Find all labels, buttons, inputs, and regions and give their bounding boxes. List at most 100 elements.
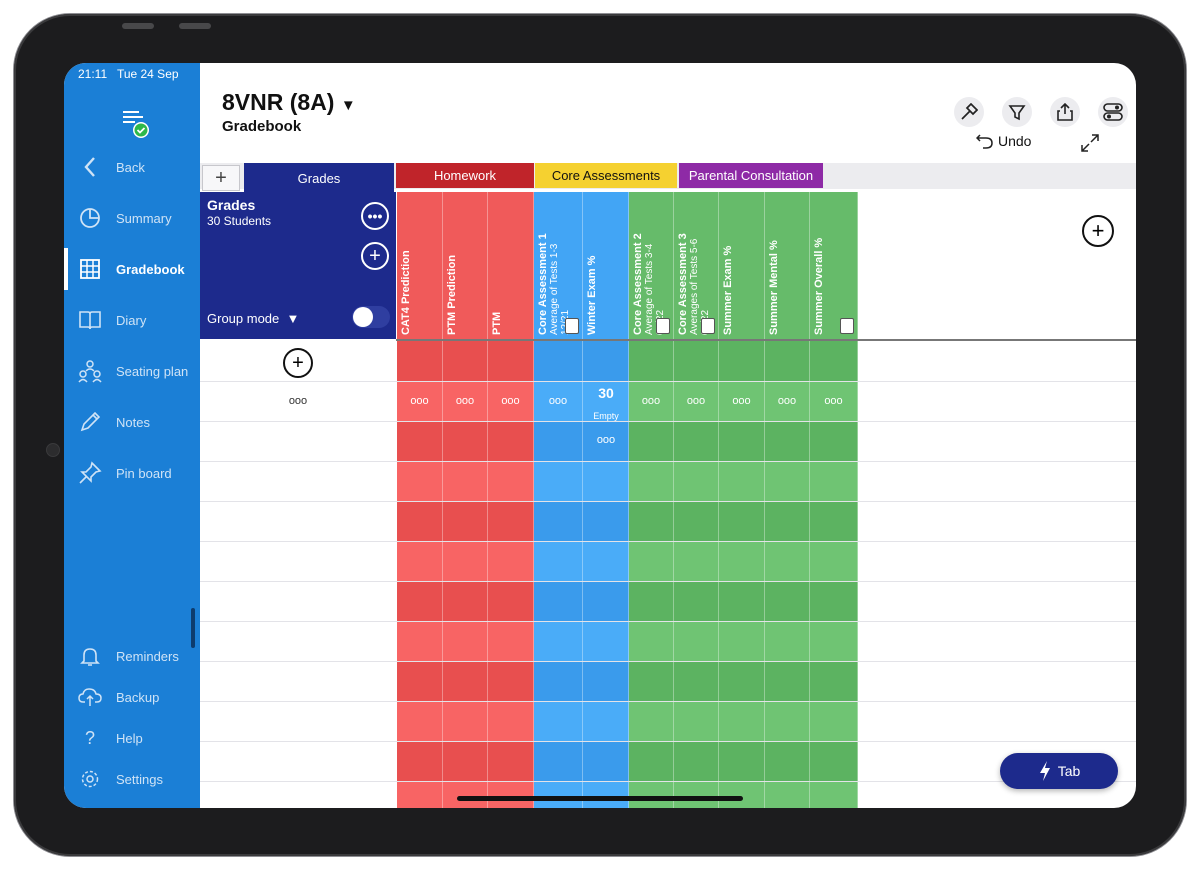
sidebar-item-help[interactable]: ? Help: [64, 719, 200, 757]
column-options-dots[interactable]: ooo: [501, 395, 520, 407]
sidebar-item-notes[interactable]: Notes: [64, 403, 200, 441]
column-options-dots[interactable]: ooo: [410, 395, 429, 407]
student-options-dots[interactable]: ooo: [288, 395, 308, 407]
gear-icon: [76, 765, 104, 793]
grade-column[interactable]: Winter Exam %: [583, 192, 629, 808]
grade-column[interactable]: Summer Exam %: [719, 192, 765, 808]
grade-column[interactable]: CAT4 Prediction: [397, 192, 443, 808]
sidebar-item-label: Help: [116, 730, 143, 746]
page-title: 8VNR (8A): [222, 89, 335, 115]
sidebar-item-pin-board[interactable]: Pin board: [64, 454, 200, 492]
sidebar-item-summary[interactable]: Summary: [64, 199, 200, 237]
tab-label: Core Assessments: [551, 168, 661, 183]
column-header[interactable]: Summer Overall %: [810, 192, 857, 339]
book-icon: [76, 306, 104, 334]
expand-button[interactable]: [1080, 133, 1100, 158]
sidebar-item-label: Diary: [116, 312, 147, 328]
column-options-dots[interactable]: ooo: [641, 395, 661, 407]
column-title: Winter Exam %: [586, 255, 598, 335]
chevron-left-icon: [76, 153, 104, 181]
column-header[interactable]: PTM: [488, 192, 533, 339]
ranking-icon: [701, 318, 715, 334]
column-header[interactable]: Summer Mental %: [765, 192, 809, 339]
page-subtitle: Gradebook: [222, 118, 302, 135]
row-divider: [200, 621, 1136, 622]
class-selector[interactable]: 8VNR (8A) ▼: [222, 89, 356, 116]
sidebar-item-label: Summary: [116, 210, 172, 226]
camera: [46, 443, 60, 457]
column-options-dots[interactable]: ooo: [732, 395, 751, 407]
tab-homework[interactable]: Homework: [396, 163, 534, 188]
add-column-button[interactable]: +: [361, 242, 389, 270]
column-title: Core Assessment 2: [632, 233, 644, 335]
sidebar-item-settings[interactable]: Settings: [64, 760, 200, 798]
column-options-dots[interactable]: ooo: [777, 395, 797, 407]
share-button[interactable]: [1050, 97, 1080, 127]
grade-column[interactable]: Summer Mental %: [765, 192, 810, 808]
hammer-button[interactable]: [954, 97, 984, 127]
tab-core-assessments[interactable]: Core Assessments: [535, 163, 677, 188]
column-header[interactable]: Summer Exam %: [719, 192, 764, 339]
plus-icon: +: [1091, 218, 1105, 243]
group-mode[interactable]: Group mode ▼: [207, 311, 299, 326]
ellipsis-icon: •••: [367, 208, 383, 224]
sidebar-item-back[interactable]: Back: [64, 148, 200, 186]
sidebar-item-diary[interactable]: Diary: [64, 301, 200, 339]
question-icon: ?: [84, 727, 95, 748]
tab-grades[interactable]: Grades: [244, 163, 394, 193]
settings-toggle-button[interactable]: [1098, 97, 1128, 127]
sidebar-scrollbar[interactable]: [191, 608, 195, 648]
status-bar: 21:11 Tue 24 Sep ••• 66%: [64, 63, 1136, 85]
winter-options-dots[interactable]: ooo: [596, 434, 616, 446]
row-divider: [200, 541, 1136, 542]
multitasking-dots[interactable]: •••: [606, 65, 622, 79]
column-options-dots[interactable]: ooo: [455, 395, 475, 407]
sidebar-item-reminders[interactable]: Reminders: [64, 637, 200, 675]
tab-label: Parental Consultation: [688, 168, 814, 183]
caret-down-icon: ▼: [340, 97, 356, 114]
column-header-label: PTM Prediction: [446, 195, 458, 335]
tab-button[interactable]: Tab: [1000, 753, 1118, 789]
column-options-dots[interactable]: ooo: [686, 395, 706, 407]
column-subtitle: Average of Tests 3-4: [644, 243, 655, 335]
undo-button[interactable]: Undo: [976, 133, 1031, 149]
sidebar: Back Summary Gradebook Diary Seating pla…: [64, 63, 200, 808]
column-options-dots[interactable]: ooo: [548, 395, 568, 407]
menu-sync-icon[interactable]: [121, 109, 153, 143]
add-student-button[interactable]: +: [283, 348, 313, 378]
add-tab-button[interactable]: +: [202, 165, 240, 191]
column-title: Summer Mental %: [768, 240, 780, 335]
tab-parental-consultation[interactable]: Parental Consultation: [679, 163, 823, 188]
share-icon: [1057, 103, 1073, 121]
sidebar-item-gradebook[interactable]: Gradebook: [64, 248, 200, 290]
sidebar-item-seating-plan[interactable]: Seating plan: [64, 352, 200, 390]
column-header[interactable]: Winter Exam %: [583, 192, 628, 339]
row-divider: [200, 421, 1136, 422]
column-header[interactable]: PTM Prediction: [443, 192, 487, 339]
winter-empty-label: Empty: [593, 411, 619, 421]
row-divider: [200, 581, 1136, 582]
grade-column[interactable]: PTM: [488, 192, 534, 808]
column-options-dots[interactable]: ooo: [824, 395, 843, 407]
grade-column[interactable]: Summer Overall %: [810, 192, 858, 808]
row-divider: [200, 741, 1136, 742]
add-column-right-button[interactable]: +: [1082, 215, 1114, 247]
ranking-icon: [656, 318, 670, 334]
more-options-button[interactable]: •••: [361, 202, 389, 230]
grades-panel-title: Grades: [207, 197, 256, 213]
group-mode-toggle[interactable]: [352, 306, 390, 328]
filter-button[interactable]: [1002, 97, 1032, 127]
sidebar-item-label: Backup: [116, 689, 160, 705]
switches-icon: [1103, 103, 1123, 121]
column-header[interactable]: CAT4 Prediction: [397, 192, 442, 339]
grade-column[interactable]: PTM Prediction: [443, 192, 488, 808]
sidebar-item-backup[interactable]: Backup: [64, 678, 200, 716]
